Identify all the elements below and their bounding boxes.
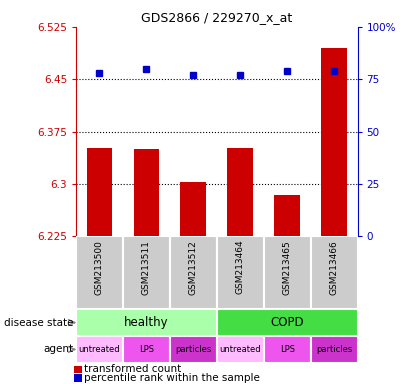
Text: agent: agent: [44, 344, 74, 354]
Text: GSM213465: GSM213465: [283, 240, 292, 295]
Bar: [321, 48, 347, 236]
Text: percentile rank within the sample: percentile rank within the sample: [84, 373, 260, 383]
Bar: [87, 147, 112, 236]
Text: COPD: COPD: [270, 316, 304, 329]
Bar: [311, 236, 358, 309]
Bar: [264, 336, 311, 363]
Text: LPS: LPS: [139, 345, 154, 354]
Bar: [123, 236, 170, 309]
Bar: [170, 336, 217, 363]
Text: GSM213464: GSM213464: [236, 240, 245, 295]
Bar: [264, 236, 311, 309]
Text: transformed count: transformed count: [84, 364, 182, 374]
Bar: [180, 182, 206, 236]
Bar: [170, 236, 217, 309]
Bar: [76, 336, 123, 363]
Bar: [217, 336, 264, 363]
Text: GSM213512: GSM213512: [189, 240, 198, 295]
Text: disease state: disease state: [5, 318, 74, 328]
Bar: [134, 149, 159, 236]
Text: GSM213466: GSM213466: [330, 240, 339, 295]
Bar: [123, 336, 170, 363]
Text: LPS: LPS: [280, 345, 295, 354]
Bar: [76, 236, 123, 309]
Text: particles: particles: [175, 345, 212, 354]
Bar: [227, 147, 253, 236]
Bar: [311, 336, 358, 363]
Bar: [217, 309, 358, 336]
Bar: [76, 309, 217, 336]
Bar: [217, 236, 264, 309]
Bar: [274, 195, 300, 236]
Text: GSM213511: GSM213511: [142, 240, 151, 295]
Text: untreated: untreated: [79, 345, 120, 354]
Text: untreated: untreated: [219, 345, 261, 354]
Title: GDS2866 / 229270_x_at: GDS2866 / 229270_x_at: [141, 11, 293, 24]
Text: healthy: healthy: [124, 316, 169, 329]
Text: particles: particles: [316, 345, 352, 354]
Text: GSM213500: GSM213500: [95, 240, 104, 295]
